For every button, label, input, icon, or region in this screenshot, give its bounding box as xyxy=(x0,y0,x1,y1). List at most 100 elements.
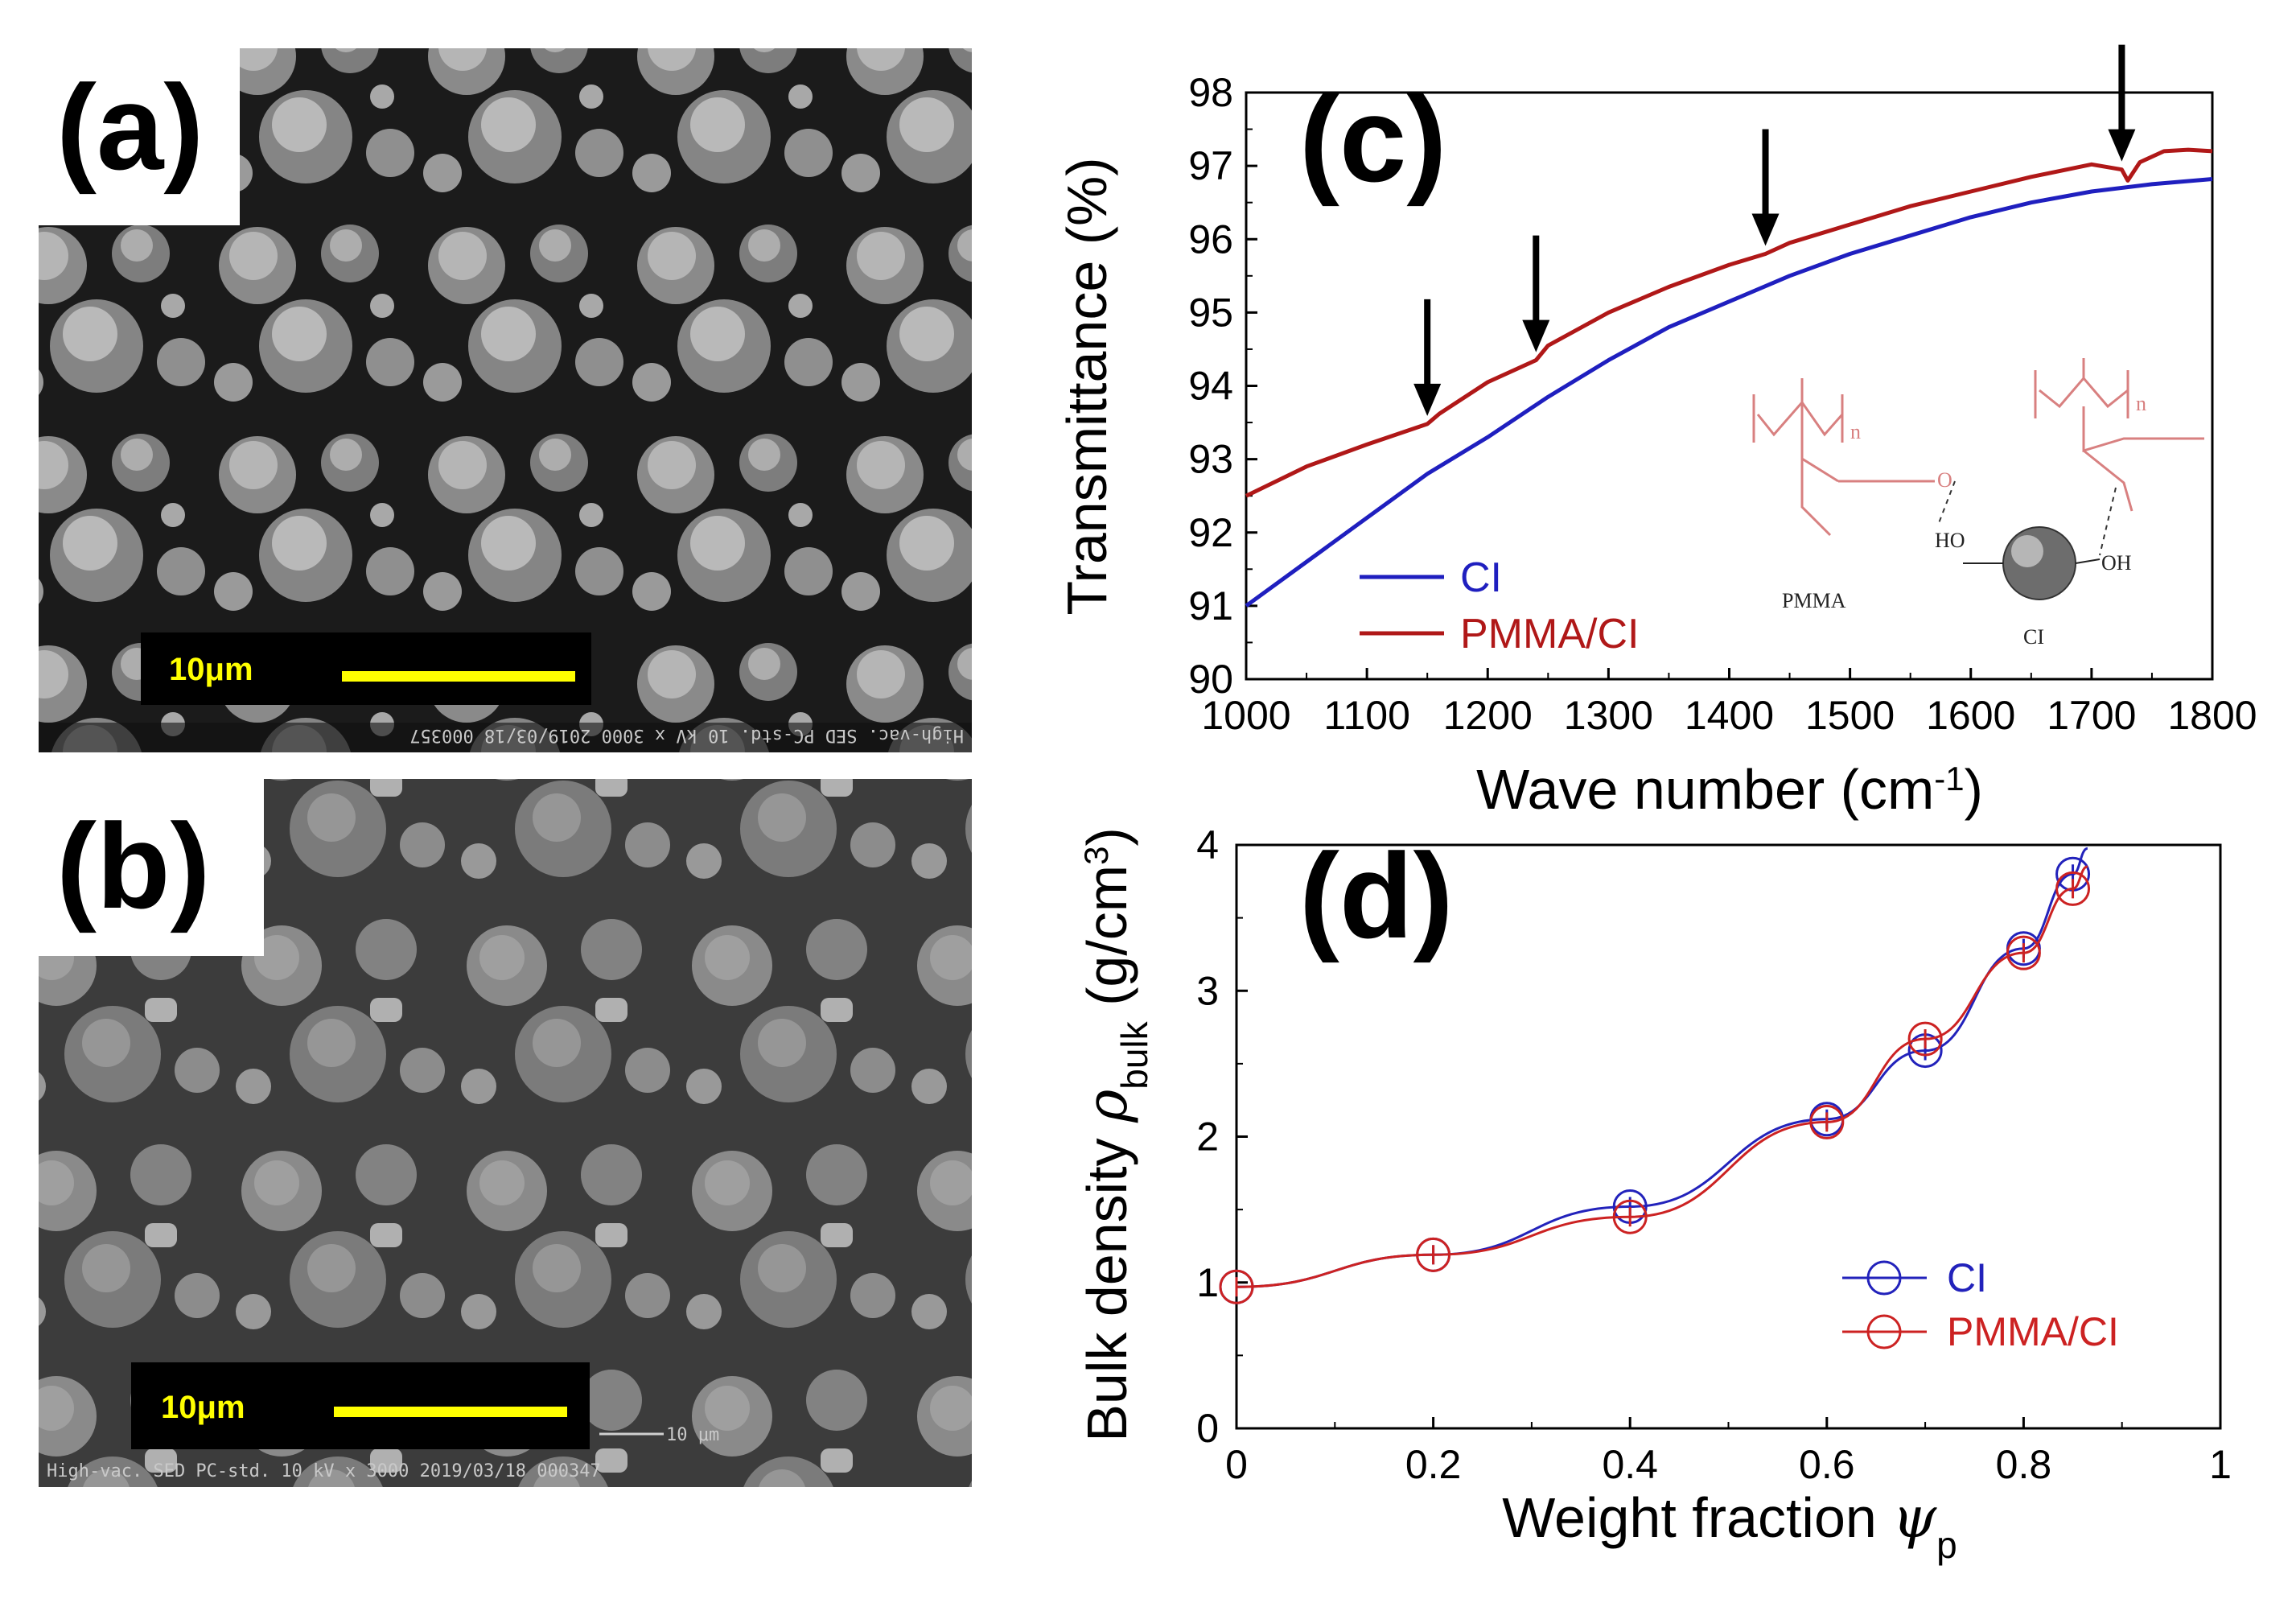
chart-c: 1000 1100 1200 1300 1400 1500 1600 1700 1800 90 91… xyxy=(1055,44,2257,821)
data-point-d-1-3 xyxy=(1809,1104,1845,1139)
x-axis-title-d-sub: p xyxy=(1936,1524,1957,1566)
ci-label: CI xyxy=(2023,625,2044,649)
pmma-structure-left xyxy=(1752,378,1935,537)
ci-oh: OH xyxy=(2101,551,2132,575)
y-tick-label-c-2: 92 xyxy=(1188,510,1233,555)
scale-bar-box-b xyxy=(131,1362,590,1449)
x-tick-label-c-6: 1600 xyxy=(1926,693,2015,738)
legend-label-pmma-d: PMMA/CI xyxy=(1947,1309,2119,1354)
x-axis-title-c-close: ) xyxy=(1965,758,1983,821)
x-tick-label-d-1: 0.2 xyxy=(1405,1442,1462,1487)
pmma-label: PMMA xyxy=(1782,589,1846,612)
y-tick-label-c-6: 96 xyxy=(1188,216,1233,262)
scale-bar-box-a xyxy=(141,632,591,705)
ci-particle xyxy=(2002,526,2076,600)
x-tick-label-c-4: 1400 xyxy=(1685,693,1774,738)
scale-bar-b xyxy=(334,1407,567,1417)
series-c xyxy=(1245,147,2213,608)
series-line-c-1 xyxy=(1245,147,2213,498)
data-point-d-1-2 xyxy=(1612,1199,1648,1234)
x-tick-label-c-3: 1300 xyxy=(1564,693,1653,738)
y-tick-label-d-1: 1 xyxy=(1196,1260,1219,1305)
data-point-d-1-1 xyxy=(1416,1237,1451,1272)
scale-bar-a xyxy=(342,671,575,682)
panel-label-d: (d) xyxy=(1299,828,1454,963)
x-axis-title-c-sup: -1 xyxy=(1934,760,1964,797)
sem-info-bar-a xyxy=(39,723,972,752)
sem-info-b: High-vac. SED PC-std. 10 kV x 3000 2019/… xyxy=(47,1461,601,1481)
data-point-d-1-4 xyxy=(1907,1021,1943,1057)
scale-bar-text-b: 10μm xyxy=(161,1390,245,1425)
panel-label-box-a xyxy=(39,48,240,225)
y-tick-label-c-5: 95 xyxy=(1188,290,1233,335)
x-axis-title-d-symbol: ψ xyxy=(1892,1485,1937,1551)
y-axis-title-d-sup: 3 xyxy=(1077,847,1115,865)
series-line-c-0 xyxy=(1245,177,2213,608)
y-tick-label-c-3: 93 xyxy=(1188,437,1233,482)
y-axis-title-d-close: ) xyxy=(1076,827,1138,846)
ci-bond-right xyxy=(2075,558,2101,564)
panel-label-c: (c) xyxy=(1299,72,1446,207)
x-tick-label-d-5: 1 xyxy=(2209,1442,2232,1487)
h-bond-right xyxy=(2099,487,2117,556)
sem-info-a: High-vac. SED PC-std. 10 kV x 3000 2019/… xyxy=(409,725,964,745)
panel-a: (a) 10μm High-vac. SED PC-std. 10 kV x 3… xyxy=(39,48,972,752)
x-axis-title-d: Weight fraction ψp xyxy=(1502,1485,1957,1566)
pmma-n-left: n xyxy=(1850,420,1861,443)
y-tick-label-d-0: 0 xyxy=(1196,1406,1219,1451)
pmma-o-left: O xyxy=(1937,468,1952,492)
y-tick-label-d-2: 2 xyxy=(1196,1115,1219,1160)
y-tick-label-c-4: 94 xyxy=(1188,364,1233,409)
ticks-c: 1000 1100 1200 1300 1400 1500 1600 1700 1800 90 91… xyxy=(1188,70,2257,738)
x-tick-label-c-0: 1000 xyxy=(1201,693,1290,738)
y-tick-label-d-3: 3 xyxy=(1196,968,1219,1013)
arrow-head-c-2 xyxy=(1751,213,1780,246)
ci-ho: HO xyxy=(1935,529,1965,552)
pmma-structure-right xyxy=(2034,358,2204,512)
y-tick-label-c-0: 90 xyxy=(1188,657,1233,702)
pmma-n-right: n xyxy=(2136,392,2146,415)
x-axis-title-c: Wave number (cm-1) xyxy=(1476,758,1983,821)
x-tick-label-c-8: 1800 xyxy=(2167,693,2257,738)
panel-b: (b) 10μm 10 μm High-vac. SED PC-std. 10 … xyxy=(39,779,972,1487)
data-point-d-1-5 xyxy=(2006,935,2041,970)
ci-particle-highlight xyxy=(2011,535,2043,567)
x-tick-label-c-7: 1700 xyxy=(2047,693,2136,738)
data-point-d-1-0 xyxy=(1219,1269,1254,1304)
legend-marker-ci-d xyxy=(1866,1260,1902,1296)
arrow-head-c-1 xyxy=(1522,319,1550,352)
y-axis-title-d-sub: bulk xyxy=(1113,1020,1155,1089)
x-tick-label-d-0: 0 xyxy=(1225,1442,1248,1487)
legend-marker-pmma-d xyxy=(1866,1314,1902,1349)
micro-bar-text-b: 10 μm xyxy=(666,1425,719,1445)
arrow-head-c-0 xyxy=(1413,383,1442,416)
legend-label-pmma-c: PMMA/CI xyxy=(1460,611,1639,657)
x-tick-label-d-4: 0.8 xyxy=(1996,1442,2052,1487)
panel-label-b: (b) xyxy=(56,798,211,933)
y-tick-label-c-7: 97 xyxy=(1188,143,1233,188)
legend-label-ci-c: CI xyxy=(1460,554,1502,601)
series-d xyxy=(1219,847,2091,1304)
legend-c: CI PMMA/CI xyxy=(1360,554,1639,657)
y-axis-title-d-symbol: ρ xyxy=(1074,1090,1140,1123)
x-tick-label-c-5: 1500 xyxy=(1805,693,1895,738)
ticks-d: 0 0.2 0.4 0.6 0.8 1 0 1 2 3 4 xyxy=(1196,822,2232,1487)
panel-label-a: (a) xyxy=(56,60,204,195)
x-axis-title-d-main: Weight fraction xyxy=(1502,1486,1892,1549)
chem-inset: n O PMMA n HO OH CI xyxy=(1752,358,2204,649)
y-axis-title-d: Bulk density ρbulk (g/cm3) xyxy=(1074,827,1155,1442)
y-axis-title-d-main: Bulk density xyxy=(1076,1123,1138,1442)
y-axis-title-d-unit: (g/cm xyxy=(1076,865,1138,1021)
y-tick-label-c-8: 98 xyxy=(1188,70,1233,115)
y-tick-label-c-1: 91 xyxy=(1188,583,1233,628)
x-axis-title-c-main: Wave number (cm xyxy=(1476,758,1934,821)
chart-d: 0 0.2 0.4 0.6 0.8 1 0 1 2 3 4 (d) Bulk density ρbu… xyxy=(1074,822,2232,1566)
h-bond-left xyxy=(1938,480,1956,524)
y-axis-title-c: Transmittance (%) xyxy=(1055,157,1118,615)
data-point-d-1-6 xyxy=(2055,871,2091,906)
arrows-c xyxy=(1413,44,2136,416)
legend-label-ci-d: CI xyxy=(1947,1255,1987,1300)
panel-label-box-b xyxy=(39,779,264,956)
x-tick-label-d-3: 0.6 xyxy=(1799,1442,1855,1487)
